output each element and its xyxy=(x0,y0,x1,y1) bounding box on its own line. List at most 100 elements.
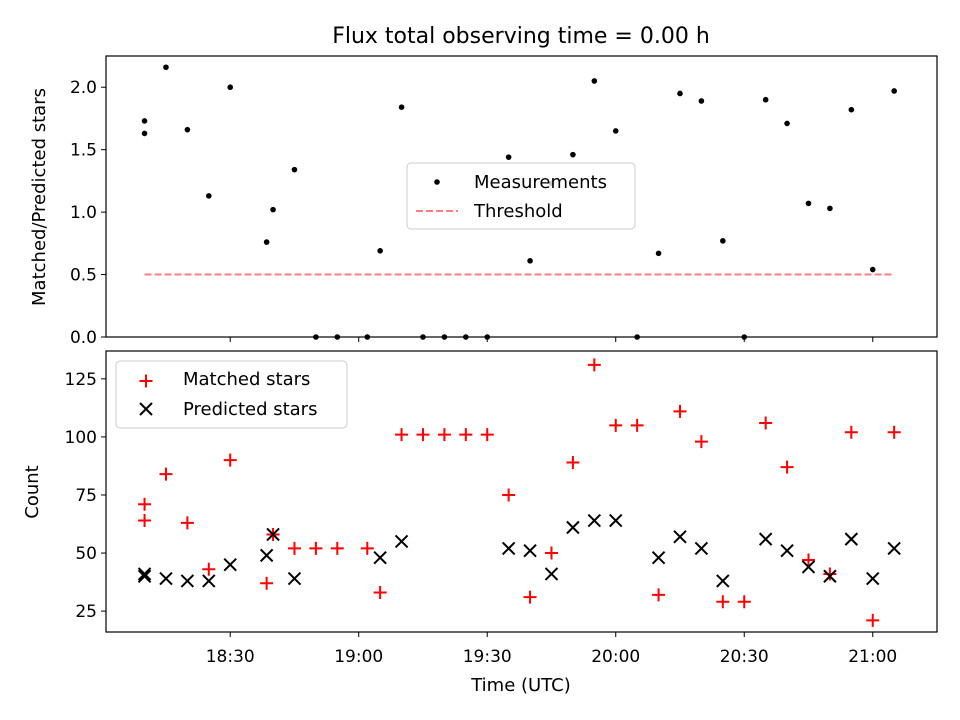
measurement-point xyxy=(677,90,683,97)
matched-star-point xyxy=(737,595,751,609)
matched-star-point xyxy=(459,428,473,442)
measurement-point xyxy=(163,64,169,71)
matched-star-point xyxy=(360,541,374,555)
measurement-point xyxy=(570,151,576,158)
predicted-star-point xyxy=(501,541,516,556)
predicted-star-point xyxy=(716,574,730,588)
measurement-point xyxy=(227,84,234,91)
measurement-point xyxy=(527,258,533,264)
matched-star-point xyxy=(159,467,173,481)
matched-star-point xyxy=(395,428,409,442)
matched-star-point xyxy=(716,595,730,609)
predicted-star-point xyxy=(159,571,173,586)
predicted-star-point xyxy=(373,550,387,565)
matched-star-point xyxy=(373,586,387,600)
legend-measurements-label: Measurements xyxy=(474,172,607,193)
measurement-point xyxy=(141,118,148,124)
matched-star-point xyxy=(202,562,216,576)
matched-star-point xyxy=(523,590,537,604)
predicted-star-point xyxy=(694,541,709,556)
measurement-point xyxy=(505,154,512,160)
predicted-star-point xyxy=(566,520,580,535)
matched-star-point xyxy=(566,455,580,469)
matched-star-point xyxy=(780,460,794,474)
matched-star-point xyxy=(759,416,773,430)
bottom-x-tick-label: 19:30 xyxy=(463,647,512,667)
bottom-y-axis-label: Count xyxy=(22,465,43,518)
bottom-y-tick-label: 125 xyxy=(65,370,97,390)
matched-star-point xyxy=(502,488,516,502)
predicted-star-point xyxy=(609,513,623,528)
measurement-point xyxy=(184,126,191,133)
measurement-point xyxy=(270,206,276,213)
legend-predicted-label: Predicted stars xyxy=(183,399,317,420)
top-legend-box xyxy=(406,162,636,230)
matched-star-point xyxy=(287,541,301,555)
measurement-point xyxy=(720,238,726,244)
x-axis-label: Time (UTC) xyxy=(470,675,571,696)
predicted-star-point xyxy=(844,532,859,546)
matched-star-point xyxy=(437,428,451,442)
measurement-point xyxy=(784,120,790,127)
bottom-y-tick-label: 50 xyxy=(75,544,97,564)
measurement-point xyxy=(612,128,619,134)
measurement-point xyxy=(398,104,405,111)
top-legend: Measurements Threshold xyxy=(406,162,636,230)
predicted-star-point xyxy=(673,530,687,544)
matched-star-point xyxy=(844,425,858,439)
top-y-tick-label: 0.5 xyxy=(70,266,97,286)
measurement-point xyxy=(263,239,270,245)
predicted-star-point xyxy=(137,567,152,581)
legend-threshold-label: Threshold xyxy=(473,201,563,222)
measurement-point xyxy=(827,205,833,212)
legend-matched-marker xyxy=(139,374,153,388)
measurement-point xyxy=(291,166,298,173)
measurement-point xyxy=(891,88,897,94)
chart-title: Flux total observing time = 0.00 h xyxy=(332,24,710,49)
top-axes-frame xyxy=(105,55,938,338)
legend-matched-label: Matched stars xyxy=(183,369,310,390)
matched-star-point xyxy=(887,425,901,439)
matched-star-point xyxy=(673,404,687,418)
legend-measurements-marker xyxy=(434,179,440,185)
matched-star-point xyxy=(223,453,237,467)
matched-star-point xyxy=(823,567,837,581)
predicted-star-point xyxy=(287,571,302,586)
matched-star-point xyxy=(260,576,274,590)
measurement-point xyxy=(377,248,383,254)
matched-star-point xyxy=(801,553,815,567)
matched-star-point xyxy=(138,514,152,528)
predicted-star-point xyxy=(259,548,274,563)
matched-star-point xyxy=(694,435,708,449)
top-plot-area xyxy=(141,64,897,340)
matched-star-point xyxy=(652,588,666,602)
measurement-point xyxy=(206,193,212,199)
top-y-tick-label: 1.5 xyxy=(70,141,97,161)
bottom-plot-area xyxy=(137,358,901,627)
matched-star-point xyxy=(416,428,430,442)
measurement-point xyxy=(655,250,662,257)
matched-star-point xyxy=(544,546,558,560)
predicted-star-point xyxy=(523,544,537,558)
predicted-star-point xyxy=(887,541,901,556)
bottom-x-tick-label: 20:30 xyxy=(720,647,769,667)
measurement-point xyxy=(141,130,148,137)
matched-star-point xyxy=(866,613,880,627)
bottom-y-tick-label: 25 xyxy=(75,602,97,622)
predicted-star-point xyxy=(394,534,409,549)
matched-star-point xyxy=(480,428,494,442)
matched-star-point xyxy=(587,358,601,372)
predicted-star-point xyxy=(587,513,602,528)
matched-star-point xyxy=(630,418,644,432)
measurement-point xyxy=(762,96,769,103)
bottom-legend-box xyxy=(115,360,348,429)
measurement-point xyxy=(698,98,705,104)
measurement-point xyxy=(848,106,855,113)
predicted-star-point xyxy=(651,550,666,565)
bottom-y-tick-label: 75 xyxy=(75,486,97,506)
bottom-axes-frame xyxy=(105,350,938,633)
legend-predicted-marker xyxy=(139,402,153,416)
top-y-tick-label: 2.0 xyxy=(70,78,97,98)
predicted-star-point xyxy=(801,560,816,574)
